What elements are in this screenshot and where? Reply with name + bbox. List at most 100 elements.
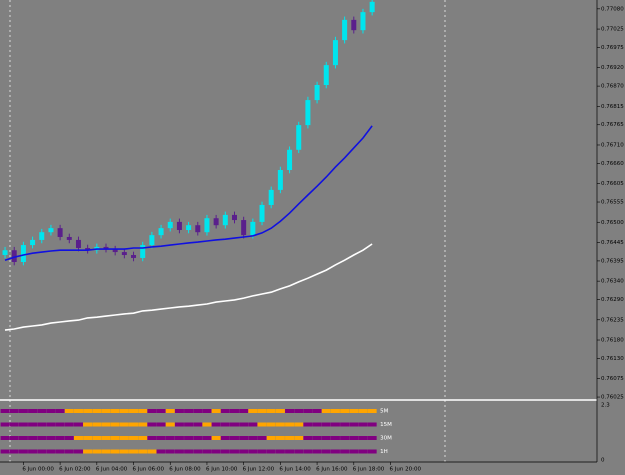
y-tick-label: 0.76500 [601, 220, 624, 226]
x-tick-label: 6 Jun 06:00 [133, 467, 165, 473]
x-tick-label: 6 Jun 08:00 [169, 467, 201, 473]
signal-cell [303, 449, 313, 454]
signal-cell [110, 422, 120, 427]
y-tick-label: 0.76815 [601, 104, 624, 110]
candle-body [241, 220, 247, 236]
signal-cell [156, 449, 166, 454]
y-tick-label: 2.3 [601, 403, 610, 409]
x-tick-label: 6 Jun 04:00 [96, 467, 128, 473]
signal-cell [28, 436, 38, 440]
y-tick-label: 0 [601, 458, 605, 464]
signal-cell [28, 409, 38, 413]
signal-cell [321, 409, 331, 413]
signal-cell [174, 422, 184, 427]
y-tick-label: 0.76765 [601, 122, 624, 128]
y-tick-label: 0.76555 [601, 200, 624, 206]
signal-cell [129, 409, 139, 413]
signal-cell [165, 422, 175, 427]
signal-cell [9, 409, 19, 413]
signal-cell [367, 422, 377, 427]
x-tick-label: 6 Jun 12:00 [243, 467, 275, 473]
signal-cell [330, 409, 340, 413]
signal-cell [266, 409, 276, 413]
y-tick-label: 0.76605 [601, 181, 624, 187]
y-tick-label: 0.77080 [601, 6, 624, 12]
signal-cell [119, 422, 129, 427]
signal-cell [119, 409, 129, 413]
signal-cell [83, 409, 93, 413]
candle-body [20, 245, 26, 263]
signal-cell [202, 422, 212, 427]
signal-cell [174, 436, 184, 440]
moving-average [4, 125, 373, 261]
signal-cell [303, 422, 313, 427]
candle-body [75, 239, 81, 249]
signal-cell [147, 449, 157, 454]
signal-cell [110, 409, 120, 413]
candle-body [140, 245, 146, 258]
signal-cell [220, 449, 230, 454]
signal-cell [257, 436, 267, 440]
signal-cell [229, 409, 239, 413]
signal-cell [184, 436, 194, 440]
signal-cell [129, 449, 139, 454]
signal-cell [367, 409, 377, 413]
signal-cell [239, 422, 249, 427]
candle-body [360, 12, 366, 31]
signal-cell [349, 449, 359, 454]
candle-body [112, 249, 118, 253]
candle-body [296, 125, 302, 150]
y-tick-label: 0.76920 [601, 65, 624, 71]
signal-cell [129, 422, 139, 427]
candle-body [149, 235, 155, 246]
signal-cell [9, 449, 19, 454]
signal-cell [266, 422, 276, 427]
signal-cell [239, 449, 249, 454]
y-tick-label: 0.76445 [601, 240, 624, 246]
signal-cell [46, 436, 56, 440]
candle-body [131, 255, 137, 258]
signal-cell [340, 409, 350, 413]
signal-cell [285, 409, 295, 413]
candle-body [332, 40, 338, 66]
signal-cell [156, 422, 166, 427]
y-tick-label: 0.76130 [601, 356, 624, 362]
signal-cell [211, 409, 221, 413]
signal-cell [18, 409, 28, 413]
signal-cell [358, 449, 368, 454]
signal-cell [266, 449, 276, 454]
signal-cell [275, 449, 285, 454]
signal-cell [165, 436, 175, 440]
signal-cell [37, 422, 47, 427]
y-tick-label: 0.76395 [601, 258, 624, 264]
y-tick-label: 0.76660 [601, 161, 624, 167]
signal-cell [110, 449, 120, 454]
signal-cell [28, 422, 38, 427]
signal-cell [174, 449, 184, 454]
signal-cell [330, 449, 340, 454]
candle-body [369, 1, 375, 13]
signal-cell [165, 409, 175, 413]
candle-body [259, 204, 265, 222]
signal-cell [101, 449, 111, 454]
signal-cell [37, 436, 47, 440]
signal-cell [330, 436, 340, 440]
candle-body [250, 221, 256, 236]
signal-cell [92, 422, 102, 427]
candle-body [222, 214, 228, 226]
signal-cell [229, 422, 239, 427]
signal-cell [220, 422, 230, 427]
y-tick-label: 0.76975 [601, 45, 624, 51]
signal-cell [18, 449, 28, 454]
signal-cell [165, 449, 175, 454]
signal-cell [28, 449, 38, 454]
candle-body [268, 189, 274, 205]
candle-body [231, 214, 237, 221]
candle-body [314, 85, 320, 101]
signal-cell [156, 409, 166, 413]
signal-cell [101, 409, 111, 413]
signal-cell [294, 409, 304, 413]
signal-cell [119, 436, 129, 440]
signal-cell [37, 409, 47, 413]
signal-cell [294, 436, 304, 440]
